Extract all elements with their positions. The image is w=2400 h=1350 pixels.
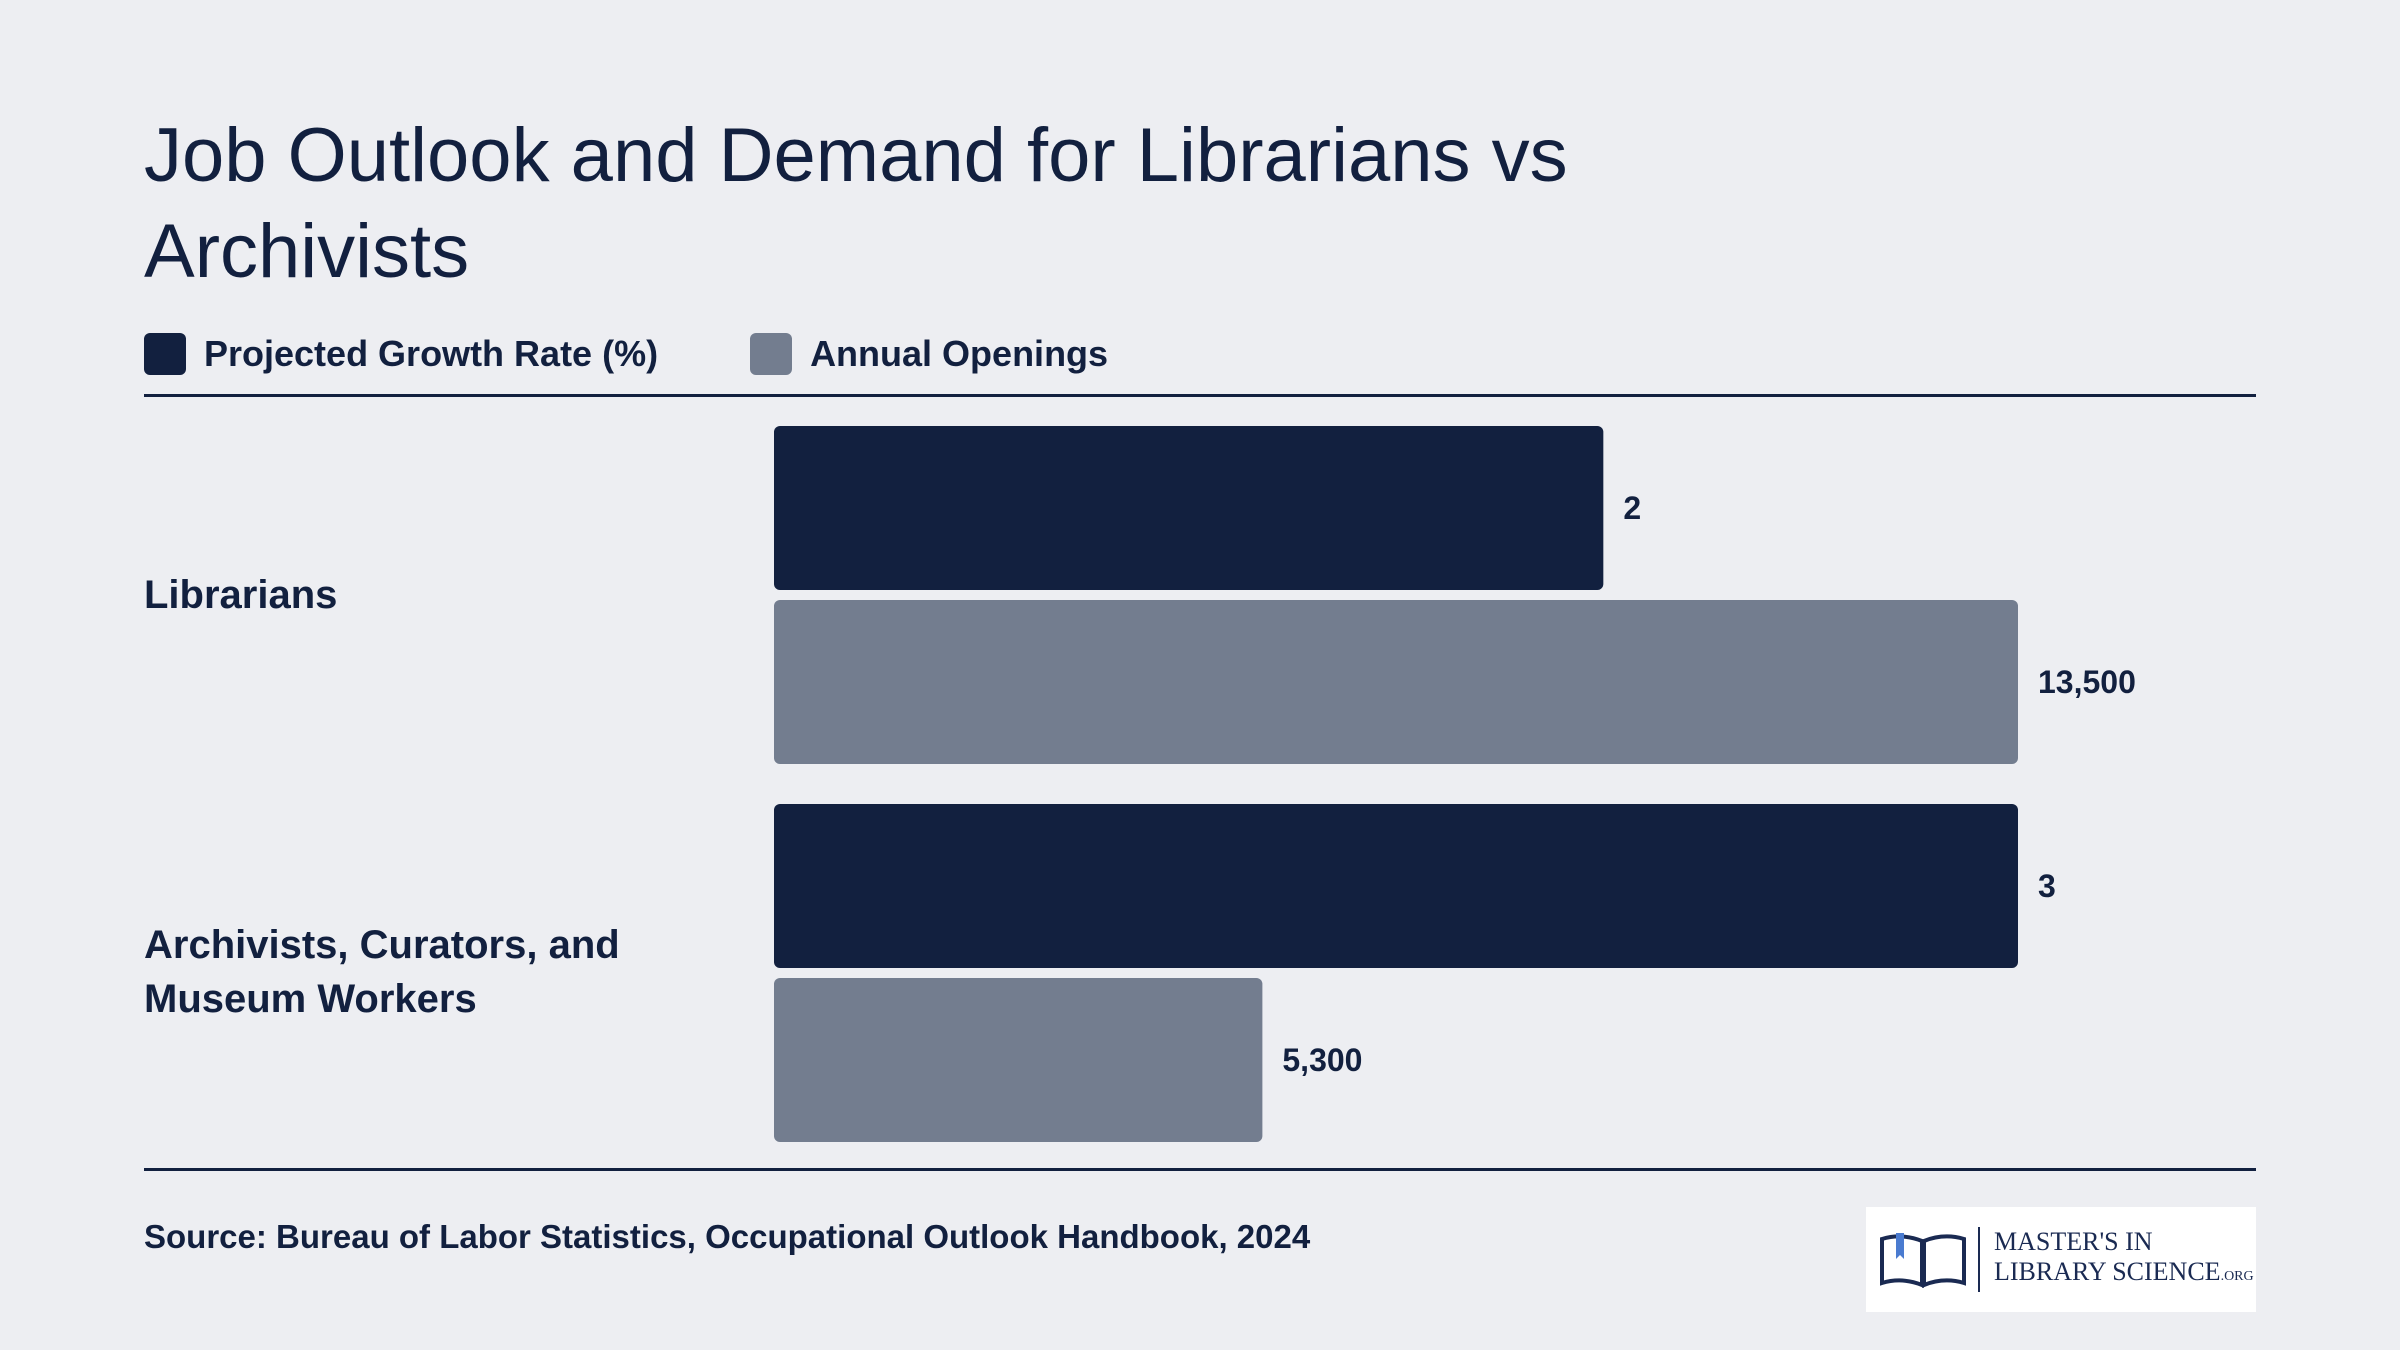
logo-line-1: MASTER'S IN: [1994, 1227, 2153, 1256]
legend-item-growth: Projected Growth Rate (%): [144, 333, 658, 375]
bar-archivists-openings: [774, 978, 1263, 1142]
open-book-icon: [1880, 1232, 1966, 1288]
bar-librarians-openings: [774, 600, 2018, 764]
logo-org-suffix: .ORG: [2220, 1269, 2254, 1284]
legend: Projected Growth Rate (%) Annual Opening…: [144, 332, 1200, 376]
bottom-divider: [144, 1168, 2256, 1171]
logo-wordmark: MASTER'S IN LIBRARY SCIENCE.ORG: [1978, 1227, 2254, 1292]
source-note: Source: Bureau of Labor Statistics, Occu…: [144, 1218, 1311, 1255]
data-label-archivists-openings: 5,300: [1282, 1042, 1362, 1078]
logo-line-2-main: LIBRARY SCIENCE: [1994, 1257, 2221, 1286]
data-label-librarians-openings: 13,500: [2038, 664, 2136, 700]
top-divider: [144, 394, 2256, 397]
data-label-archivists-growth: 3: [2038, 868, 2056, 904]
bar-archivists-growth: [774, 804, 2018, 968]
bar-librarians-growth: [774, 426, 1604, 590]
category-label-librarians: Librarians: [144, 573, 338, 617]
legend-swatch-openings: [750, 333, 793, 375]
category-label-archivists: Archivists, Curators, and Museum Workers: [144, 923, 620, 1021]
legend-swatch-growth: [144, 333, 186, 375]
legend-item-openings: Annual Openings: [750, 333, 1108, 375]
legend-label-growth: Projected Growth Rate (%): [204, 333, 659, 374]
chart-title: Job Outlook and Demand for Librarians vs…: [144, 113, 1568, 294]
logo-line-2: LIBRARY SCIENCE.ORG: [1994, 1257, 2254, 1292]
legend-label-openings: Annual Openings: [810, 333, 1109, 374]
data-label-librarians-growth: 2: [1623, 490, 1641, 526]
site-logo: MASTER'S IN LIBRARY SCIENCE.ORG: [1866, 1207, 2256, 1312]
